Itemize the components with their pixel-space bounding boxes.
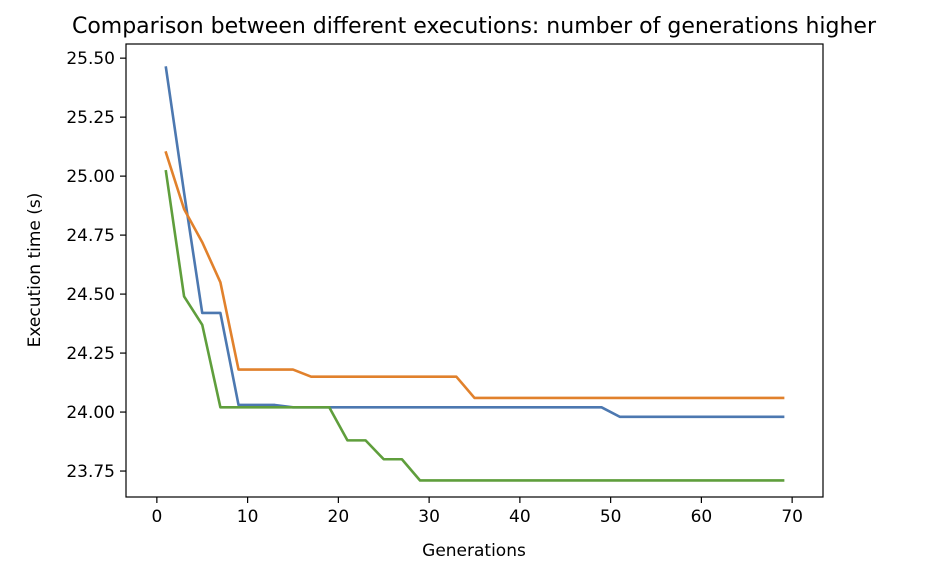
- x-tick-label: 40: [509, 507, 531, 527]
- y-tick-label: 24.50: [66, 285, 115, 305]
- series-line-2: [164, 150, 785, 400]
- plot-frame: [125, 43, 824, 498]
- y-tick-label: 25.50: [66, 49, 115, 69]
- y-tick-label: 24.25: [66, 344, 115, 364]
- x-tick-label: 10: [237, 507, 259, 527]
- chart-title: Comparison between different executions:…: [72, 14, 877, 39]
- x-tick-label: 60: [691, 507, 713, 527]
- x-axis: 0 10 20 30 40 50 60 70: [151, 497, 803, 527]
- series-line-1: [164, 66, 785, 419]
- series-line-3: [164, 169, 785, 482]
- x-tick-label: 0: [151, 507, 162, 527]
- x-tick-label: 30: [418, 507, 440, 527]
- x-tick-label: 20: [328, 507, 350, 527]
- y-axis-label: Execution time (s): [25, 193, 45, 348]
- y-tick-label: 24.75: [66, 226, 115, 246]
- y-tick-label: 23.75: [66, 462, 115, 482]
- y-tick-label: 25.25: [66, 108, 115, 128]
- y-tick-label: 24.00: [66, 403, 115, 423]
- y-axis: 23.75 24.00 24.25 24.50 24.75 25.00 25.25 25.50: [66, 49, 126, 482]
- y-tick-label: 25.00: [66, 167, 115, 187]
- x-tick-label: 50: [600, 507, 622, 527]
- x-axis-label: Generations: [422, 541, 526, 561]
- plot-area: [164, 66, 785, 482]
- x-tick-label: 70: [781, 507, 803, 527]
